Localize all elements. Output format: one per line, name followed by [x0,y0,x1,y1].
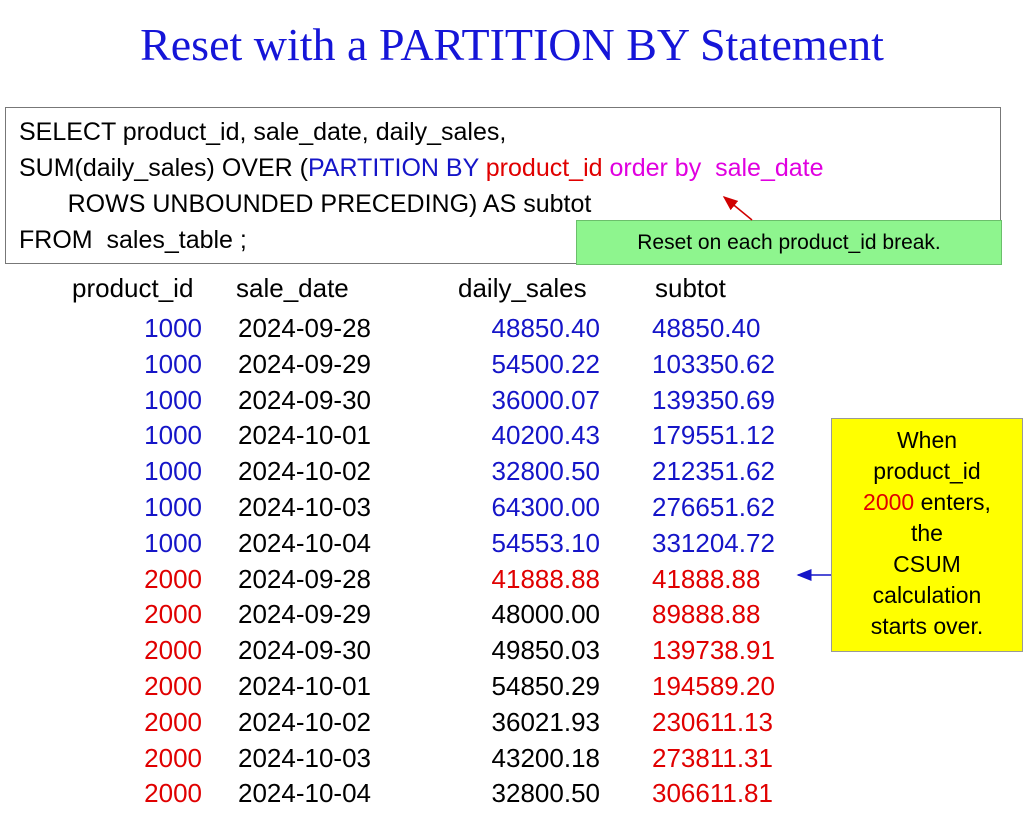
table-cell: 212351.62 [652,456,775,487]
table-cell: 54850.29 [491,671,600,701]
callout-line: product_id [832,456,1022,487]
table-cell: 2000 [144,671,202,701]
text-segment: PARTITION BY [307,154,486,182]
text-segment: the [911,520,943,546]
callout-line: 2000 enters, [832,487,1022,518]
text-segment: SUM(daily_sales) OVER ( [19,154,308,182]
table-cell: 1000 [144,313,202,343]
sql-code: SELECT product_id, sale_date, daily_sale… [5,107,1001,264]
table-cell: 2024-09-28 [238,313,371,343]
callout-line: the [832,518,1022,549]
table-cell: 54500.22 [491,348,600,379]
table-cell: 1000 [144,384,202,415]
table-cell: 2024-09-29 [238,599,371,630]
callout-line: calculation [832,580,1022,611]
table-cell: 179551.12 [652,420,775,451]
table-cell: 48850.40 [652,313,761,343]
table-cell: 1000 [144,492,202,522]
text-segment: product_id [873,458,981,484]
table-cell: 2000 [144,599,202,630]
table-cell: 89888.88 [652,599,761,630]
table-cell: 36021.93 [491,706,600,737]
text-segment: CSUM [893,551,961,577]
table-cell: 41888.88 [491,563,600,594]
table-cell: 2024-09-29 [238,348,371,379]
callout: When product_id 2000 enters, the CSUM calcula… [831,418,1023,652]
table-cell: 2000 [144,563,202,594]
column-header: subtot [655,273,726,303]
table-cell: 48850.40 [491,313,600,343]
table-cell: 103350.62 [652,348,775,379]
table-cell: 2024-10-03 [238,742,371,773]
table-cell: 1000 [144,420,202,451]
table-cell: 2024-09-30 [238,635,371,666]
table-cell: 2024-10-02 [238,456,371,487]
text-segment: enters, [914,489,991,515]
table-cell: 2024-09-30 [238,384,371,415]
table-cell: 2000 [144,742,202,773]
code-line: FROM sales_table ; [19,226,247,255]
table-cell: 32800.50 [491,778,600,809]
table-cell: 2000 [144,635,202,666]
table-cell: 1000 [144,527,202,558]
code-line: ROWS UNBOUNDED PRECEDING) AS subtot [19,190,592,219]
table-cell: 139738.91 [652,635,775,666]
table-cell: 2024-10-04 [238,527,371,558]
text-segment: order by sale_date [609,154,824,182]
code-line: SUM(daily_sales) OVER (PARTITION BY prod… [19,154,824,183]
text-segment: product_id [485,154,610,182]
title: Reset with a PARTITION BY Statement [140,19,884,70]
table-cell: 48000.00 [491,599,600,630]
column-header: daily_sales [458,273,587,303]
table-cell: 2000 [144,706,202,737]
table-cell: 41888.88 [652,563,761,594]
text-segment: SELECT product_id, sale_date, daily_sale… [19,118,507,146]
table-cell: 2024-10-01 [238,671,371,701]
table-cell: 1000 [144,348,202,379]
table-cell: 1000 [144,456,202,487]
table-cell: 230611.13 [652,706,773,737]
table-cell: 273811.31 [652,742,773,773]
table-cell: 36000.07 [491,384,600,415]
text-segment: starts over. [870,613,984,639]
table-cell: 2024-09-28 [238,563,371,594]
column-header: sale_date [236,273,349,303]
column-header: product_id [72,273,194,303]
table-cell: 2024-10-03 [238,492,371,522]
table-cell: 2024-10-01 [238,420,371,451]
table-cell: 54553.10 [491,527,600,558]
table-cell: 139350.69 [652,384,775,415]
table-cell: 40200.43 [491,420,600,451]
table-cell: 194589.20 [652,671,775,701]
text-segment: 2000 [863,489,915,515]
note: Reset on each product_id break. [576,220,1002,265]
code-line: SELECT product_id, sale_date, daily_sale… [19,118,506,147]
table-cell: 64300.00 [491,492,600,522]
table-cell: 276651.62 [652,492,775,522]
table-cell: 306611.81 [652,778,773,809]
table-cell: 43200.18 [491,742,600,773]
text-segment: calculation [872,582,982,608]
table-cell: 331204.72 [652,527,775,558]
table-cell: 32800.50 [491,456,600,487]
callout-line: CSUM [832,549,1022,580]
note-arrow [722,196,753,221]
table-cell: 2024-10-04 [238,778,371,809]
text-segment: FROM sales_table ; [19,226,247,254]
table-cell: 49850.03 [491,635,600,666]
text-segment: When [896,427,958,453]
callout-line: starts over. [832,611,1022,642]
text-segment: ROWS UNBOUNDED PRECEDING) AS subtot [19,190,592,218]
table-cell: 2000 [144,778,202,809]
table-cell: 2024-10-02 [238,706,371,737]
callout-line: When [832,425,1022,456]
